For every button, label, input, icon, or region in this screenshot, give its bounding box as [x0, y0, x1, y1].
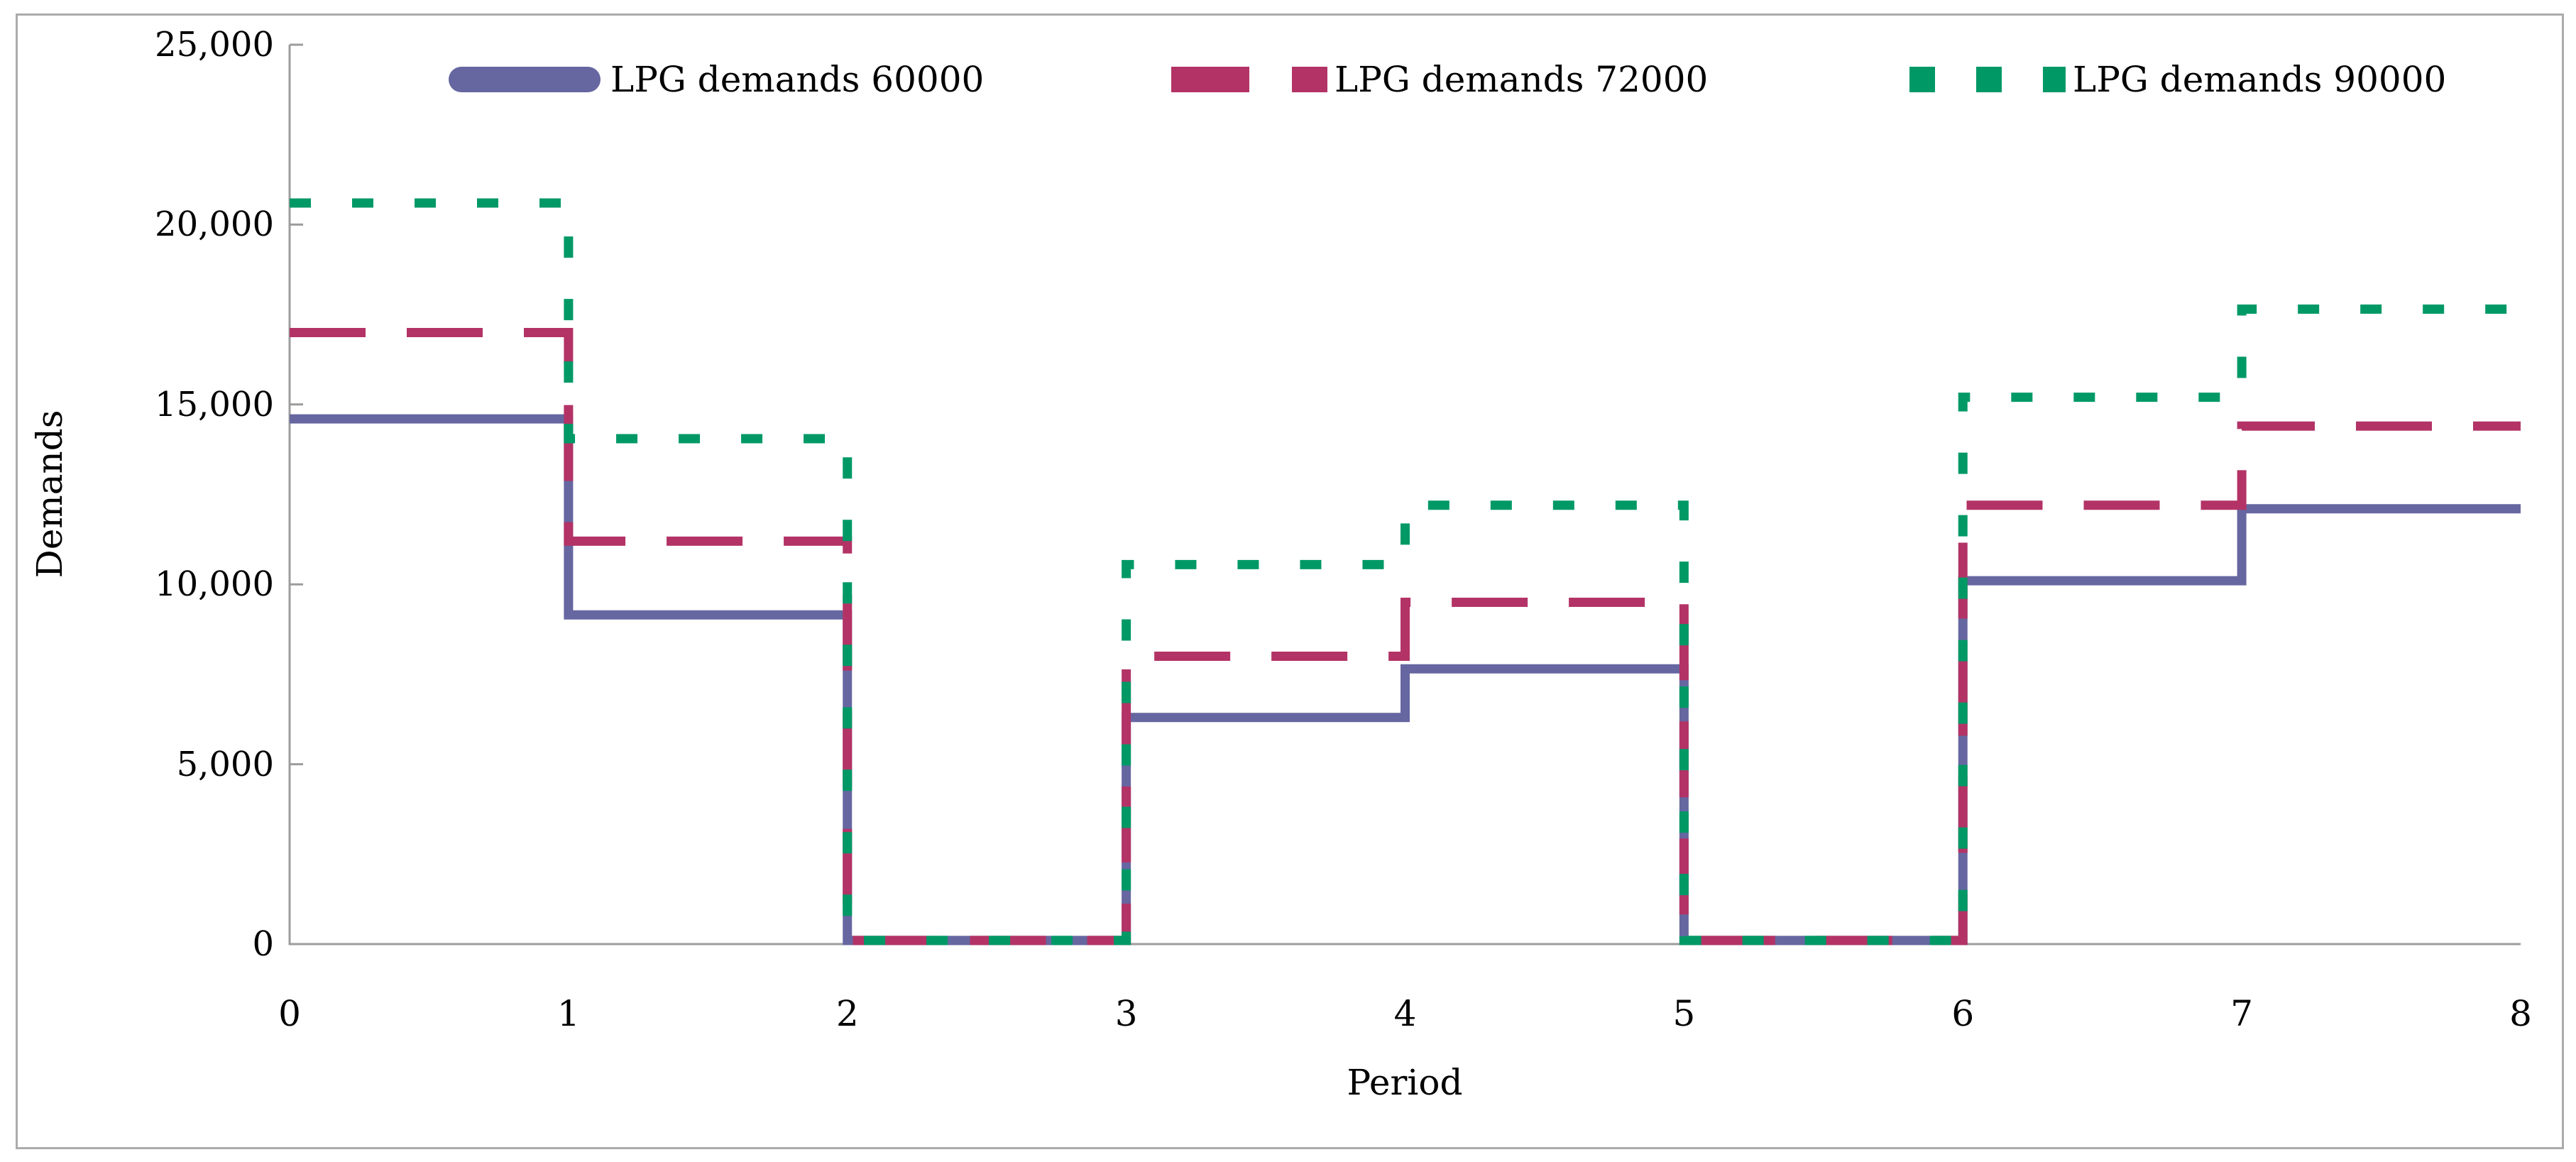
y-axis-tick-label: 10,000 — [155, 564, 274, 605]
y-axis-tick-label: 5,000 — [176, 744, 274, 784]
y-axis-tick-label: 15,000 — [155, 384, 274, 424]
axis-lines — [288, 45, 2521, 946]
y-axis-tick-label: 0 — [252, 924, 274, 964]
figure-border — [16, 13, 2564, 1149]
series-line-solid — [290, 414, 2521, 946]
legend-label: LPG demands 60000 — [610, 59, 985, 100]
legend-line-swatch-solid — [449, 67, 601, 92]
x-axis-tick-label: 6 — [1951, 993, 1975, 1034]
x-axis-tick-label: 5 — [1672, 993, 1696, 1034]
legend-line-swatch-dotted — [1909, 67, 2066, 92]
x-axis-title: Period — [1347, 1062, 1463, 1103]
x-axis-tick-label: 2 — [835, 993, 859, 1034]
y-axis-tick-label: 25,000 — [155, 25, 274, 65]
legend-item: LPG demands 90000 — [1909, 57, 2446, 102]
x-axis-tick-label: 4 — [1393, 993, 1417, 1034]
series-line-dashed — [290, 327, 2521, 946]
y-axis-tick-label: 20,000 — [155, 204, 274, 245]
legend-label: LPG demands 90000 — [2073, 59, 2447, 100]
x-axis-tick-label: 1 — [557, 993, 580, 1034]
series-line-dotted — [290, 198, 2521, 946]
x-axis-tick-label: 3 — [1114, 993, 1138, 1034]
legend-label: LPG demands 72000 — [1334, 59, 1709, 100]
legend-item: LPG demands 60000 — [447, 57, 984, 102]
x-axis-tick-label: 7 — [2230, 993, 2254, 1034]
x-axis-tick-label: 8 — [2509, 993, 2532, 1034]
legend-line-swatch-dashed — [1171, 67, 1327, 92]
legend-item: LPG demands 72000 — [1171, 57, 1708, 102]
x-axis-tick-label: 0 — [278, 993, 301, 1034]
y-axis-title: Demands — [29, 410, 70, 579]
